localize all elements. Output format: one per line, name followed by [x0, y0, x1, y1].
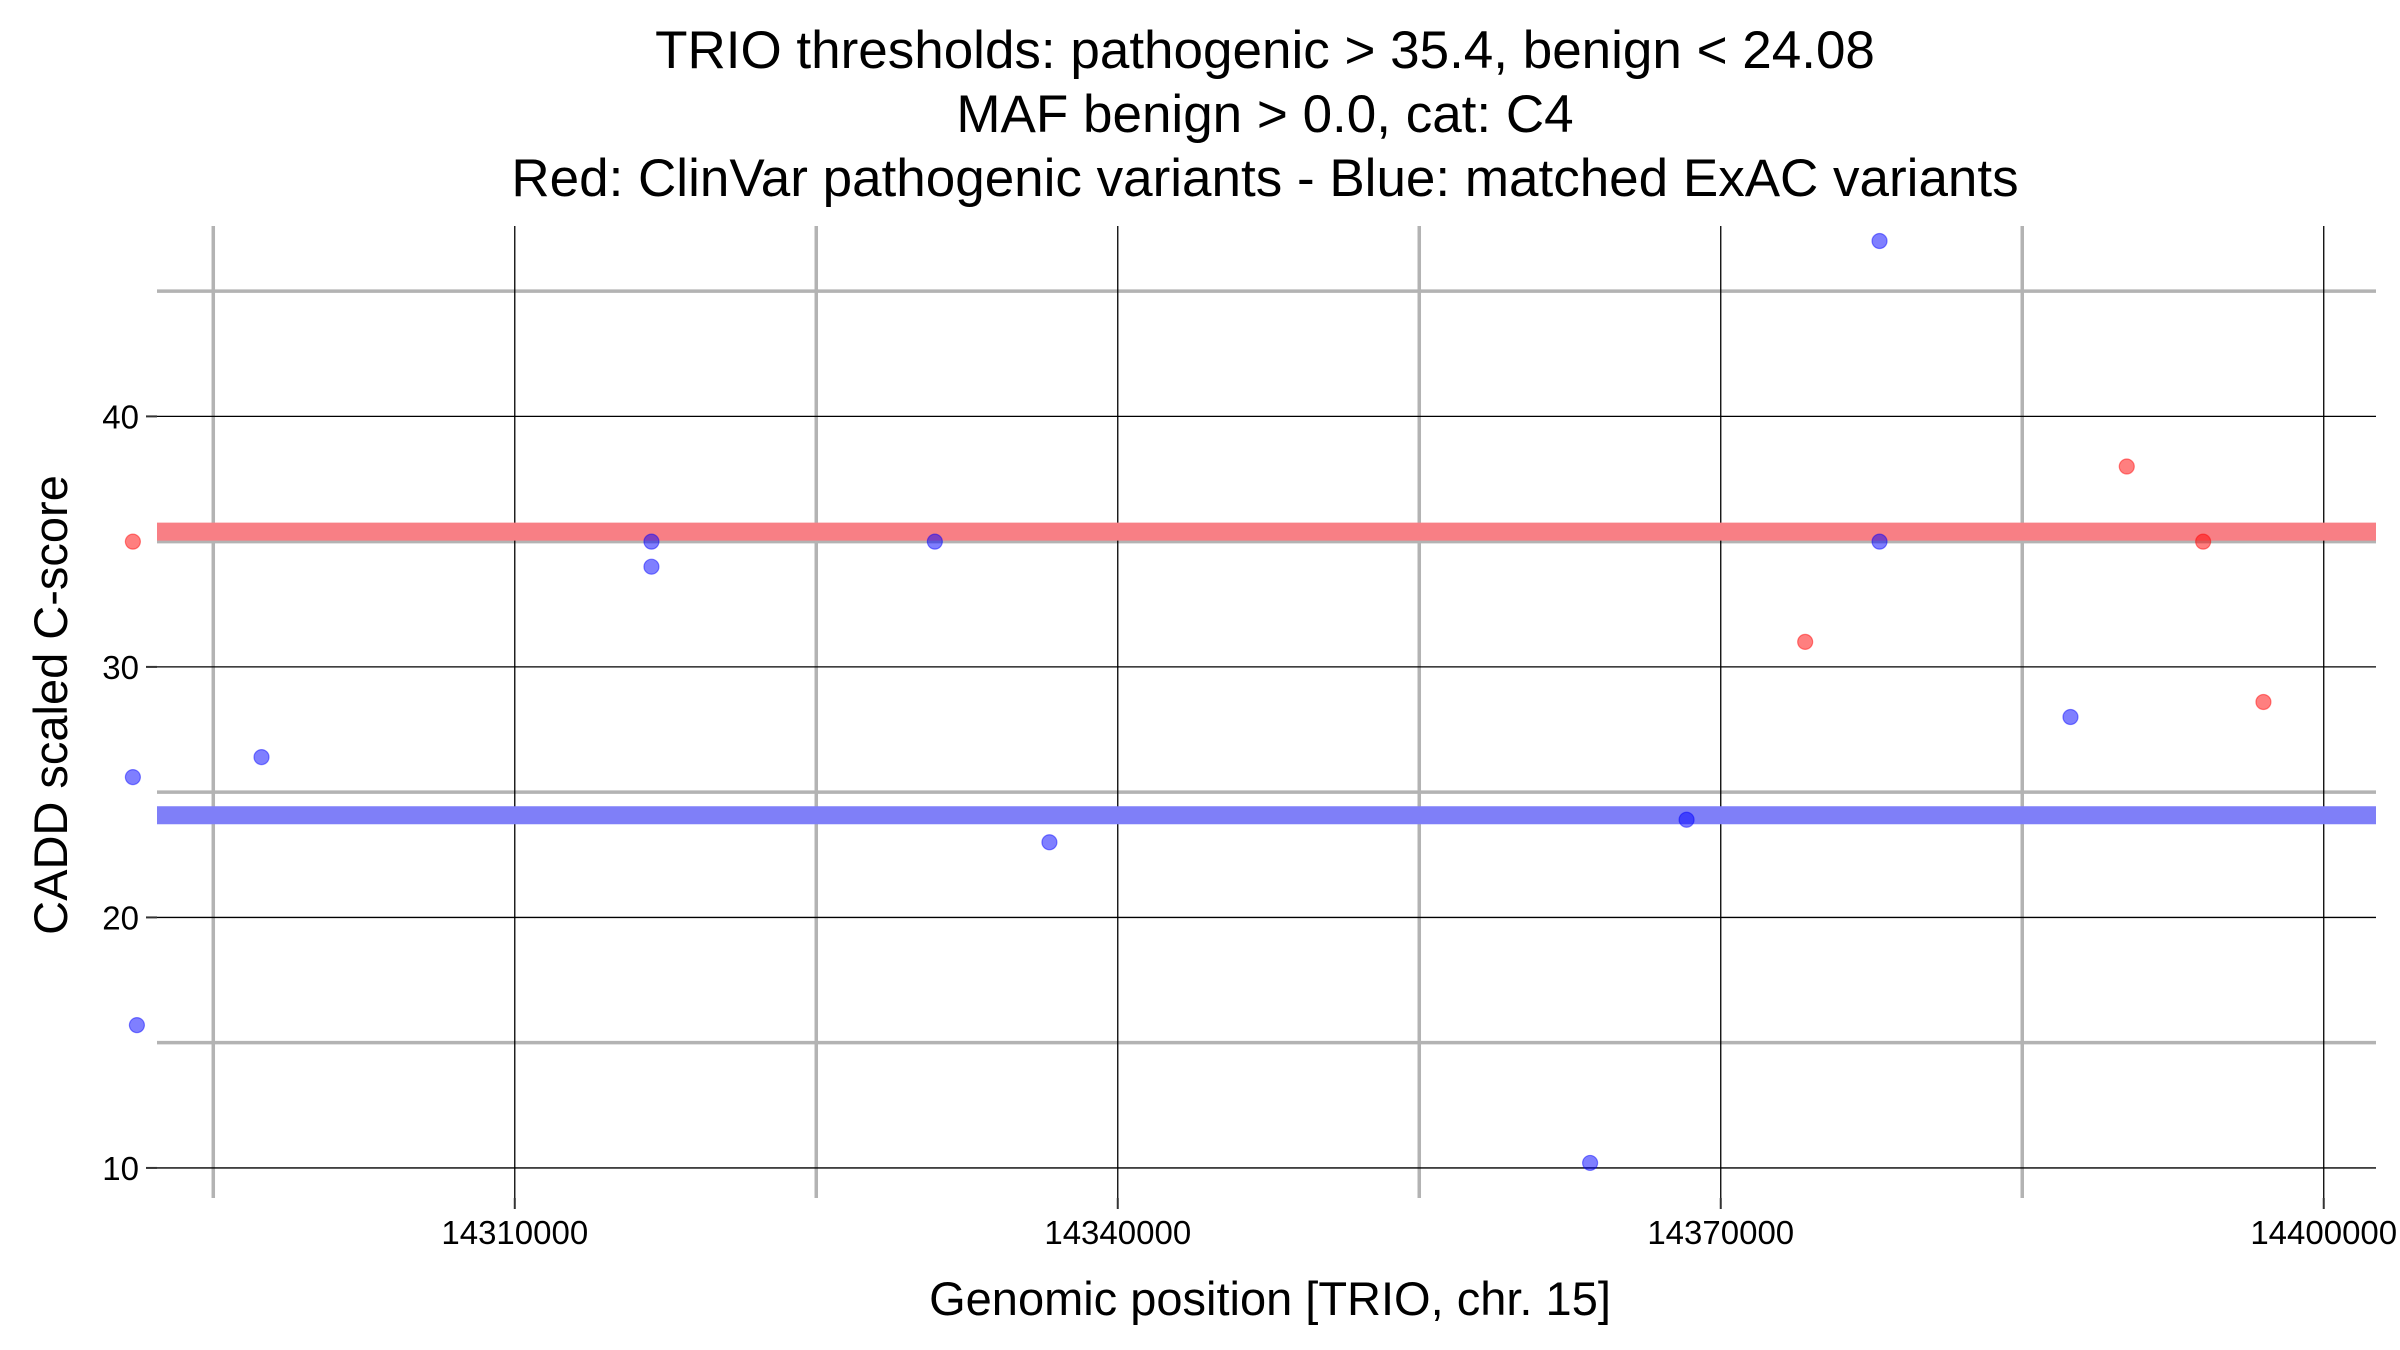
- data-points: [124, 232, 2272, 1172]
- data-point-s1-9: [1871, 232, 1888, 250]
- x-axis-title: Genomic position [TRIO, chr. 15]: [929, 1272, 1611, 1325]
- y-tick-label-2: 30: [102, 649, 139, 686]
- y-tick-label-0: 10: [102, 1150, 139, 1187]
- data-point-s0-3: [2195, 533, 2212, 550]
- data-point-s1-8: [1678, 811, 1695, 828]
- data-point-s1-6: [1041, 834, 1058, 851]
- data-point-s1-4: [643, 558, 660, 575]
- x-tick-label-0: 14310000: [441, 1214, 588, 1251]
- x-axis-ticks: 14310000 14340000 14370000 14400000: [441, 1198, 2397, 1251]
- x-tick-label-1: 14340000: [1044, 1214, 1191, 1251]
- title-line-2: MAF benign > 0.0, cat: C4: [956, 85, 1573, 144]
- title-line-1: TRIO thresholds: pathogenic > 35.4, beni…: [655, 21, 1875, 80]
- x-tick-label-3: 14400000: [2250, 1214, 2397, 1251]
- data-point-s0-4: [2255, 693, 2272, 711]
- data-point-s0-1: [1797, 633, 1814, 650]
- data-point-s1-3: [643, 533, 660, 550]
- data-point-s0-0: [124, 533, 141, 550]
- data-point-s1-10: [1871, 533, 1888, 550]
- y-tick-label-3: 40: [102, 398, 139, 435]
- y-axis-title: CADD scaled C-score: [24, 475, 77, 935]
- title-line-3: Red: ClinVar pathogenic variants - Blue:…: [511, 149, 2018, 208]
- data-point-s1-5: [926, 533, 943, 550]
- minor-grid: [157, 226, 2376, 1198]
- data-point-s1-11: [2062, 708, 2079, 726]
- data-point-s1-7: [1582, 1154, 1599, 1172]
- data-point-s0-2: [2118, 458, 2135, 475]
- y-tick-label-1: 20: [102, 899, 139, 936]
- threshold-lines: [157, 522, 2376, 825]
- data-point-s1-1: [128, 1017, 146, 1034]
- data-point-s1-0: [124, 769, 141, 786]
- major-grid: [157, 226, 2376, 1198]
- x-tick-label-2: 14370000: [1647, 1214, 1794, 1251]
- chart-title: TRIO thresholds: pathogenic > 35.4, beni…: [511, 21, 2018, 208]
- y-axis-ticks: 10 20 30 40: [102, 398, 157, 1187]
- data-point-s1-2: [253, 748, 270, 766]
